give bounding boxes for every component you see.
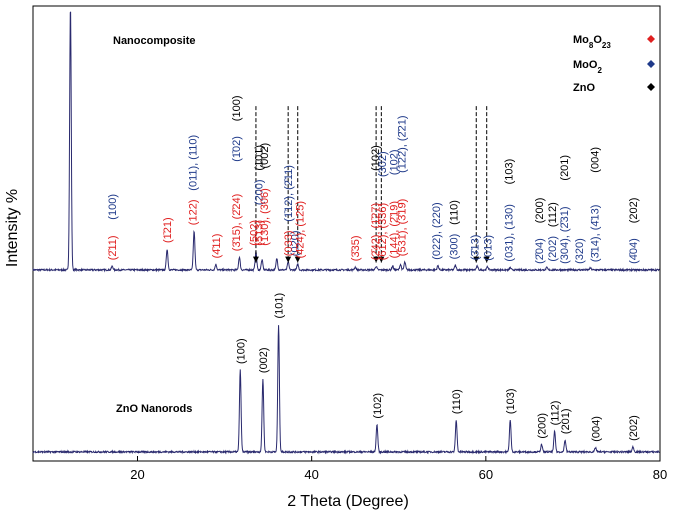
hkl-label-s1-4: (110)	[451, 389, 463, 414]
legend-base-1: MoO	[573, 59, 598, 71]
hkl-label-s0-34: (031), (130)	[504, 204, 516, 261]
hkl-label-s0-31: (110)	[449, 200, 461, 225]
hkl-label-s0-27: (531), (3̄19)	[396, 199, 408, 256]
hkl-label-s0-12: (200)	[254, 179, 266, 205]
x-tick-label-1: 40	[304, 467, 318, 482]
hkl-label-s0-19: (4̄24), (125)	[295, 201, 307, 258]
xrd-trace-1	[32, 325, 660, 455]
legend-sub1-1: 2	[597, 66, 602, 75]
x-axis-title: 2 Theta (Degree)	[287, 493, 409, 510]
hkl-label-s0-35: (103)	[504, 159, 516, 185]
dashed-arrow-head-6	[483, 256, 490, 263]
hkl-label-s1-0: (100)	[235, 338, 247, 364]
hkl-label-s0-22: (102)	[370, 145, 382, 171]
hkl-label-s0-4: (122)	[187, 200, 199, 226]
dashed-arrow-head-1	[285, 256, 292, 263]
hkl-label-s1-6: (200)	[537, 413, 549, 439]
hkl-label-s0-28: (1̄22), (2̄21)	[396, 115, 408, 172]
dashed-arrow-head-4	[378, 256, 385, 263]
dashed-arrow-head-2	[294, 256, 301, 263]
legend-label-0: Mo8O23	[573, 34, 611, 50]
hkl-label-s0-43: (3̄14), (4̄13)	[590, 205, 602, 262]
xrd-trace-0	[32, 11, 660, 273]
hkl-label-s0-6: (4̄11)	[211, 234, 223, 259]
hkl-label-s1-10: (202)	[628, 415, 640, 441]
hkl-label-s0-3: (1̄21)	[162, 217, 174, 243]
hkl-label-s0-32: (3̄13)	[470, 235, 482, 261]
hkl-label-s1-2: (101)	[274, 293, 286, 319]
hkl-label-s0-13: (101)	[254, 145, 266, 171]
hkl-label-s0-42: (320)	[574, 238, 586, 264]
hkl-label-s0-33: (013)	[483, 235, 495, 261]
hkl-label-s0-2: (100)	[107, 194, 119, 220]
hkl-label-s0-44: (004)	[590, 147, 602, 173]
legend-base-2: ZnO	[573, 82, 595, 94]
hkl-label-s0-5: (011), (110)	[187, 135, 199, 191]
hkl-label-s0-8: (1̄02)	[231, 136, 243, 162]
hkl-label-s0-11: (5̄13)	[254, 220, 266, 246]
hkl-label-s1-1: (002)	[258, 347, 270, 373]
hkl-label-s0-20: (3̄35)	[350, 236, 362, 262]
panel-label-zno-nanorods: ZnO Nanorods	[116, 403, 192, 415]
x-tick-label-0: 20	[130, 467, 144, 482]
hkl-label-s0-24: (302)	[377, 151, 389, 177]
hkl-label-s0-37: (200)	[534, 198, 546, 224]
hkl-label-s0-25: (144), (2̄19)	[389, 201, 401, 258]
hkl-label-s0-30: (300)	[449, 234, 461, 260]
hkl-label-s1-7: (112)	[550, 401, 562, 426]
x-tick-label-3: 80	[653, 467, 667, 482]
hkl-label-s0-16: (033)	[283, 231, 295, 257]
hkl-label-s1-8: (201)	[560, 408, 572, 434]
hkl-label-s0-17: (1̄12), (2̄11)	[283, 165, 295, 222]
hkl-label-s0-21: (2̄42), (1̄27)	[370, 203, 382, 260]
hkl-label-s0-39: (112)	[547, 202, 559, 227]
hkl-label-s0-15: (002)	[259, 143, 271, 169]
hkl-label-s0-18: (020)	[289, 231, 301, 257]
legend-diamond-2	[647, 83, 655, 91]
legend-base-0: Mo	[573, 34, 589, 46]
hkl-label-s0-29: (022), (220)	[431, 202, 443, 259]
x-tick-label-2: 60	[479, 467, 493, 482]
legend-label-2: ZnO	[573, 82, 595, 94]
hkl-label-s0-40: (304), (2̄31)	[559, 206, 571, 263]
panel-label-nanocomposite: Nanocomposite	[113, 35, 196, 47]
hkl-label-s1-9: (004)	[591, 416, 603, 442]
hkl-label-s0-26: (102)	[389, 149, 401, 175]
hkl-label-s1-5: (103)	[505, 388, 517, 414]
y-axis-title: Intensity %	[4, 189, 21, 267]
dashed-arrow-head-5	[473, 256, 480, 263]
hkl-label-s0-45: (4̄04)	[628, 238, 640, 264]
plot-frame	[32, 5, 661, 462]
hkl-label-s0-7: (3̄15), (2̄24)	[231, 194, 243, 251]
legend-mid-0: O	[593, 34, 602, 46]
hkl-label-s0-14: (130), (306)	[259, 188, 271, 245]
legend-diamond-0	[647, 35, 655, 43]
hkl-label-s1-3: (102)	[372, 393, 384, 419]
dashed-arrow-head-3	[373, 256, 380, 263]
hkl-label-s0-9: (100)	[231, 96, 243, 122]
hkl-label-s0-1: (2̄11)	[107, 235, 119, 260]
legend-diamond-1	[647, 60, 655, 68]
legend-label-1: MoO2	[573, 59, 602, 75]
hkl-label-s0-23: (612), (3̄36)	[377, 203, 389, 260]
legend-sub1-0: 8	[589, 41, 594, 50]
hkl-label-s0-36: (2̄04)	[534, 238, 546, 264]
dashed-arrow-head-0	[252, 256, 259, 263]
hkl-label-s0-46: (202)	[628, 198, 640, 224]
hkl-label-s0-38: (202)	[547, 236, 559, 262]
legend-sub2-0: 23	[602, 41, 611, 50]
hkl-label-s0-41: (201)	[559, 155, 571, 181]
hkl-label-s0-10: (502)	[248, 220, 260, 246]
